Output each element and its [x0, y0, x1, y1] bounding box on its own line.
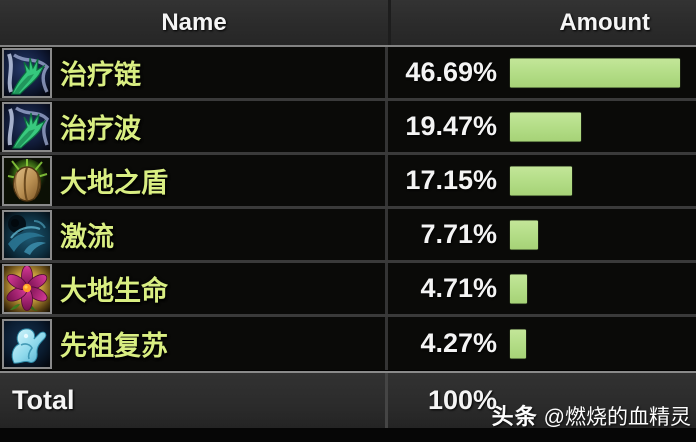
table-row-riptide[interactable]: 激流 7.71% — [0, 209, 696, 263]
amount-cell: 19.47% — [388, 101, 696, 152]
spell-name: 大地之盾 — [60, 168, 168, 198]
table-row-chain-heal[interactable]: 治疗链 46.69% — [0, 47, 696, 101]
amount-bar — [510, 274, 527, 303]
amount-cell: 4.27% — [388, 317, 696, 370]
chain-heal-icon — [2, 47, 52, 98]
header-amount-label: Amount — [559, 8, 650, 36]
spell-name: 治疗链 — [60, 60, 141, 90]
amount-bar — [510, 58, 680, 87]
watermark-author: @燃烧的血精灵 — [543, 406, 691, 429]
amount-bar — [510, 329, 526, 358]
table-row-earthliving[interactable]: 大地生命 4.71% — [0, 263, 696, 317]
total-amount: 100% — [427, 385, 497, 415]
table-row-earth-shield[interactable]: 大地之盾 17.15% — [0, 155, 696, 209]
amount-percent: 17.15% — [405, 165, 497, 195]
spell-name: 先祖复苏 — [60, 331, 168, 361]
earth-shield-icon — [2, 155, 52, 206]
amount-cell: 7.71% — [388, 209, 696, 260]
name-cell: 先祖复苏 — [0, 317, 388, 370]
table-header-row: Name Amount — [0, 0, 696, 47]
amount-cell: 46.69% — [388, 47, 696, 98]
amount-bar — [510, 166, 572, 195]
amount-cell: 17.15% — [388, 155, 696, 206]
amount-percent: 19.47% — [405, 111, 497, 141]
total-row: Total 100% — [0, 371, 696, 428]
amount-cell: 4.71% — [388, 263, 696, 314]
bottom-strip — [0, 428, 696, 442]
name-cell: 激流 — [0, 209, 388, 260]
total-label: Total — [12, 385, 75, 415]
amount-percent: 4.27% — [420, 328, 497, 358]
name-cell: 大地之盾 — [0, 155, 388, 206]
name-cell: 大地生命 — [0, 263, 388, 314]
amount-bar — [510, 220, 538, 249]
spell-name: 大地生命 — [60, 276, 168, 306]
healing-wave-icon — [2, 101, 52, 152]
watermark-brand: 头条 — [491, 404, 538, 429]
earthliving-icon — [2, 263, 52, 314]
amount-bar — [510, 112, 581, 141]
name-cell: 治疗链 — [0, 47, 388, 98]
riptide-icon — [2, 209, 52, 260]
spell-name: 激流 — [60, 222, 114, 252]
spell-name: 治疗波 — [60, 114, 141, 144]
amount-percent: 7.71% — [420, 219, 497, 249]
header-name-label: Name — [161, 8, 227, 36]
total-name-cell: Total — [0, 373, 388, 428]
watermark: 头条 @燃烧的血精灵 — [492, 399, 691, 431]
table-row-ancestral-awakening[interactable]: 先祖复苏 4.27% — [0, 317, 696, 370]
ancestral-awakening-icon — [2, 318, 52, 369]
amount-percent: 46.69% — [405, 57, 497, 87]
name-cell: 治疗波 — [0, 101, 388, 152]
total-amount-cell: 100% — [388, 373, 696, 428]
table-body: 治疗链 46.69% — [0, 47, 696, 370]
table-row-healing-wave[interactable]: 治疗波 19.47% — [0, 101, 696, 155]
header-amount-cell: Amount — [391, 0, 696, 45]
header-name-cell: Name — [0, 0, 391, 45]
amount-percent: 4.71% — [420, 273, 497, 303]
